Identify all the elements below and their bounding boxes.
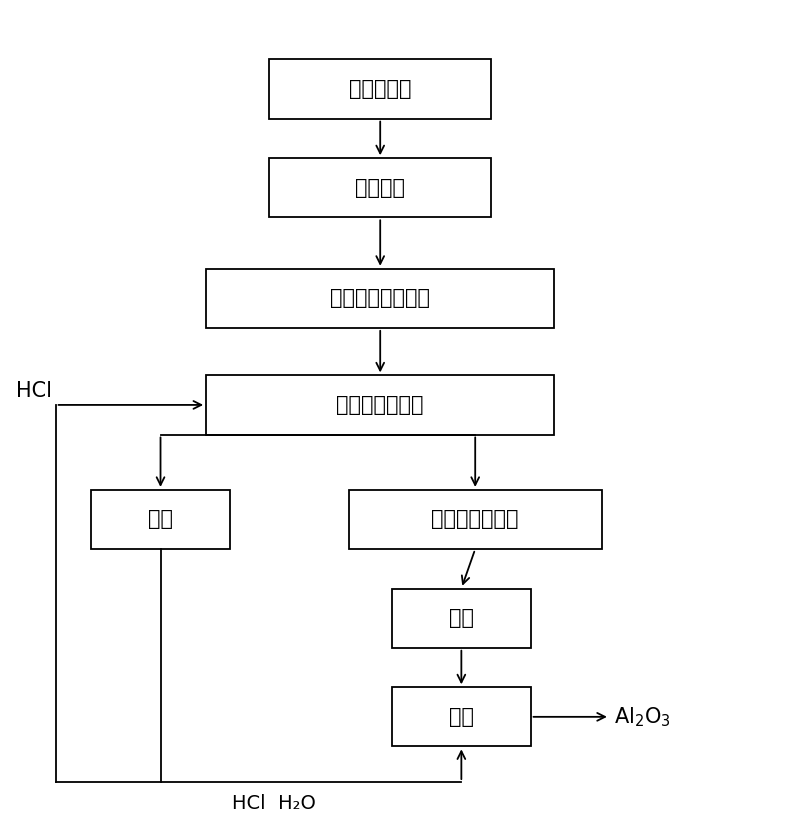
Bar — [349, 490, 602, 549]
Text: 洗浤: 洗浤 — [449, 608, 474, 628]
Text: 十八水硫酸铝晶体: 十八水硫酸铝晶体 — [330, 288, 430, 308]
Text: 溶液: 溶液 — [148, 510, 173, 529]
Text: HCl  H₂O: HCl H₂O — [232, 794, 316, 813]
Bar — [206, 269, 554, 328]
Bar — [392, 588, 530, 648]
Bar — [392, 687, 530, 747]
Text: 硫酸铝盐酸溶液: 硫酸铝盐酸溶液 — [337, 395, 424, 415]
Bar — [270, 158, 491, 217]
Text: 硫酸铝溶液: 硫酸铝溶液 — [349, 79, 411, 99]
Bar — [206, 375, 554, 435]
Text: 六水氯化铝晶体: 六水氯化铝晶体 — [431, 510, 519, 529]
Bar — [91, 490, 230, 549]
Text: HCl: HCl — [16, 381, 52, 401]
Bar — [270, 60, 491, 118]
Text: 焙烧: 焙烧 — [449, 707, 474, 727]
Text: Al$_2$O$_3$: Al$_2$O$_3$ — [614, 705, 670, 729]
Text: 浓缩结晶: 浓缩结晶 — [355, 178, 406, 198]
